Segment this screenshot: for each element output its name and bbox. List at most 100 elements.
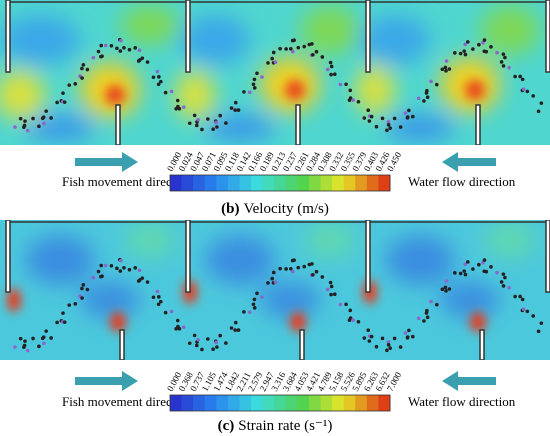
trajectory-dot bbox=[119, 258, 123, 263]
caption: (c) Strain rate (s⁻¹) bbox=[218, 418, 333, 434]
trajectory-dot bbox=[247, 90, 252, 95]
trajectory-dot bbox=[495, 50, 499, 55]
trajectory-dot bbox=[37, 124, 41, 129]
trajectory-dot bbox=[81, 283, 86, 287]
trajectory-dot bbox=[447, 67, 452, 71]
trajectory-dot bbox=[62, 100, 67, 104]
trajectory-dot bbox=[344, 82, 348, 87]
trajectory-dot bbox=[214, 120, 218, 125]
colorbar-segment bbox=[181, 175, 194, 191]
trajectory-dot bbox=[224, 121, 228, 125]
trajectory-dot bbox=[525, 309, 530, 314]
colorbar-segment bbox=[193, 175, 206, 191]
trajectory-dot bbox=[278, 266, 282, 271]
trajectory-dot bbox=[489, 45, 493, 49]
colorbar-segment bbox=[308, 175, 322, 191]
colorbar-segment bbox=[366, 395, 379, 411]
trajectory-dot bbox=[434, 302, 439, 307]
trajectory-dot bbox=[320, 275, 325, 279]
colorbar-segment bbox=[320, 395, 333, 411]
trajectory-dot bbox=[501, 64, 506, 68]
trajectory-dot bbox=[329, 72, 333, 77]
trajectory-dot bbox=[507, 65, 511, 70]
colorbar-segment bbox=[285, 175, 298, 191]
trajectory-dot bbox=[233, 100, 238, 105]
trajectory-dot bbox=[138, 58, 142, 62]
trajectory-dot bbox=[42, 121, 46, 126]
trajectory-dot bbox=[229, 326, 234, 330]
colorbar-frame bbox=[169, 394, 391, 412]
colorbar-segment bbox=[343, 395, 356, 411]
caption: (b) Velocity (m/s) bbox=[221, 201, 329, 217]
trajectory-dot bbox=[338, 82, 343, 87]
trajectory-dot bbox=[296, 265, 301, 270]
trajectory-dot bbox=[255, 71, 259, 76]
trajectory-dot bbox=[392, 116, 397, 121]
trajectory-dot bbox=[140, 276, 145, 280]
colorbar-segment bbox=[227, 395, 240, 411]
trajectory-dot bbox=[242, 90, 246, 94]
arrows bbox=[75, 152, 496, 391]
trajectory-dot bbox=[181, 105, 186, 109]
trajectory-dot bbox=[96, 49, 101, 54]
trajectory-dot bbox=[206, 117, 210, 121]
trajectory-dot bbox=[25, 128, 30, 133]
trajectory-dot bbox=[62, 320, 67, 324]
trajectory-dot bbox=[23, 119, 27, 123]
trajectory-dot bbox=[518, 74, 522, 79]
trajectory-dot bbox=[369, 334, 374, 339]
trajectory-dot bbox=[362, 336, 367, 340]
trajectory-dot bbox=[156, 302, 161, 307]
trajectory-dot bbox=[215, 125, 219, 129]
velocity-contour bbox=[0, 0, 550, 145]
trajectory-dot bbox=[145, 280, 150, 284]
caption-tag: (c) bbox=[218, 418, 235, 434]
trajectory-dot bbox=[44, 109, 48, 113]
colorbar-segment bbox=[285, 395, 298, 411]
trajectory-dot bbox=[443, 65, 448, 70]
strain-rate-contour bbox=[0, 220, 550, 360]
trajectory-dot bbox=[175, 98, 180, 103]
trajectory-dot bbox=[81, 63, 86, 67]
trajectory-dot bbox=[177, 106, 182, 111]
trajectory-dot bbox=[388, 126, 393, 130]
trajectory-dot bbox=[311, 52, 315, 57]
colorbar-segment bbox=[216, 395, 229, 411]
trajectory-dot bbox=[328, 60, 333, 65]
trajectory-dot bbox=[137, 48, 142, 53]
trajectory-dot bbox=[85, 287, 90, 292]
colorbar-segment bbox=[170, 175, 183, 191]
trajectory-dot bbox=[471, 267, 475, 271]
trajectory-dot bbox=[513, 294, 517, 299]
trajectory-dot bbox=[484, 49, 489, 54]
trajectory-dot bbox=[159, 79, 163, 84]
trajectory-dot bbox=[481, 260, 485, 265]
colorbar-segment bbox=[320, 175, 333, 191]
colorbar-segment bbox=[239, 175, 252, 191]
trajectory-dot bbox=[156, 82, 161, 87]
trajectory-dot bbox=[133, 46, 138, 50]
trajectory-dot bbox=[348, 316, 353, 320]
trajectory-dot bbox=[100, 274, 104, 278]
trajectory-dot bbox=[157, 75, 161, 79]
colorbar-segment bbox=[251, 395, 264, 411]
trajectory-dot bbox=[44, 329, 48, 333]
trajectory-dot bbox=[31, 116, 35, 121]
trajectory-dot bbox=[109, 44, 114, 48]
trajectory-dot bbox=[344, 302, 348, 307]
trajectory-dot bbox=[374, 344, 379, 349]
trajectory-dot bbox=[22, 343, 27, 348]
trajectory-dot bbox=[481, 40, 485, 45]
trajectory-dot bbox=[291, 49, 295, 54]
trajectory-dot bbox=[155, 289, 160, 294]
trajectory-dot bbox=[477, 42, 481, 47]
trajectory-dot bbox=[521, 87, 526, 92]
trajectory-dot bbox=[163, 310, 168, 315]
trajectory-dot bbox=[224, 341, 228, 345]
trajectory-dot bbox=[55, 320, 59, 325]
trajectory-dot bbox=[463, 262, 467, 267]
trajectory-dot bbox=[444, 59, 449, 63]
trajectory-dot bbox=[211, 347, 215, 351]
trajectory-dot bbox=[270, 276, 274, 281]
trajectory-dot bbox=[236, 108, 241, 112]
